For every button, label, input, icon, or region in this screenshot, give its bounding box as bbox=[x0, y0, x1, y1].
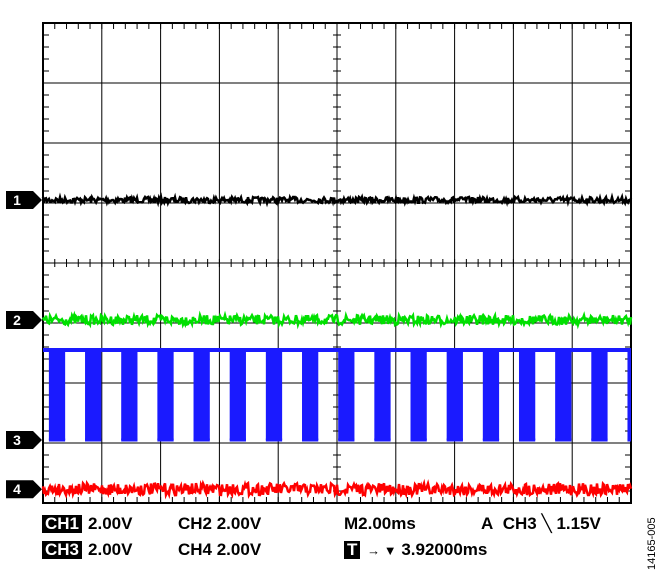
trace-ch3-burst bbox=[229, 350, 246, 440]
channel-marker-4: 4 bbox=[6, 480, 42, 499]
trace-ch3-burst bbox=[157, 350, 174, 440]
trace-ch3-burst bbox=[518, 350, 536, 440]
ch4-readout: CH4 2.00V bbox=[178, 540, 262, 559]
trace-ch2 bbox=[41, 310, 633, 330]
trigger-position-readout: T → ▼ 3.92000ms bbox=[344, 540, 487, 561]
channel-marker-2-arrow bbox=[6, 311, 42, 329]
trace-ch3-burst bbox=[193, 350, 210, 440]
channel-marker-3: 3 bbox=[6, 431, 42, 449]
trace-ch3-burst bbox=[627, 350, 631, 440]
trace-ch3-burst bbox=[338, 350, 355, 440]
trigger-position-badge: T bbox=[344, 541, 361, 559]
channel-marker-1-arrow bbox=[6, 191, 42, 209]
trigger-source: CH3 bbox=[502, 514, 537, 533]
trigger-readout: A CH3 ╲ 1.15V bbox=[481, 514, 601, 534]
channel-marker-1: 1 bbox=[6, 191, 42, 209]
ch1-readout: CH1 2.00V bbox=[42, 514, 132, 534]
ch2-readout: CH2 2.00V bbox=[178, 514, 262, 533]
trigger-arrow-icon: → ▼ bbox=[367, 543, 397, 558]
trace-ch3-burst bbox=[374, 350, 391, 440]
ch1-badge: CH1 bbox=[42, 515, 83, 533]
falling-edge-icon: ╲ bbox=[541, 514, 552, 533]
channel-markers: 1 2 3 4 bbox=[6, 191, 42, 499]
channel-marker-3-arrow bbox=[6, 431, 42, 449]
ch3-readout: CH3 2.00V bbox=[42, 540, 132, 560]
trigger-position-value: 3.92000ms bbox=[401, 540, 488, 559]
channel-marker-2: 2 bbox=[6, 311, 42, 329]
trace-ch1 bbox=[41, 192, 633, 208]
trace-ch3-burst bbox=[265, 350, 283, 440]
channel-marker-2-label: 2 bbox=[13, 312, 21, 328]
trace-ch3-burst bbox=[410, 350, 427, 440]
trigger-mode: A bbox=[481, 514, 494, 533]
trace-ch3-burst bbox=[121, 350, 138, 440]
trace-ch3-burst bbox=[85, 350, 102, 440]
trace-ch3-burst bbox=[48, 350, 66, 440]
trace-ch3-burst bbox=[591, 350, 608, 440]
ch1-scale: 2.00V bbox=[88, 514, 133, 533]
ch3-badge: CH3 bbox=[42, 541, 83, 559]
channel-marker-4-label: 4 bbox=[13, 481, 21, 497]
channel-marker-1-label: 1 bbox=[13, 192, 21, 208]
figure-id: 14165-005 bbox=[646, 517, 658, 570]
ch3-scale: 2.00V bbox=[88, 540, 133, 559]
channel-marker-4-arrow bbox=[6, 480, 42, 499]
trace-ch4 bbox=[41, 478, 633, 500]
channel-marker-3-label: 3 bbox=[13, 432, 21, 448]
trace-ch3-burst bbox=[302, 350, 319, 440]
trigger-level: 1.15V bbox=[556, 514, 601, 533]
trace-ch3 bbox=[43, 348, 631, 442]
trace-ch3-burst bbox=[482, 350, 500, 440]
trace-ch3-burst bbox=[555, 350, 572, 440]
timebase-readout: M2.00ms bbox=[344, 514, 416, 533]
plot-traces bbox=[41, 192, 633, 500]
trace-ch3-burst bbox=[446, 350, 463, 440]
